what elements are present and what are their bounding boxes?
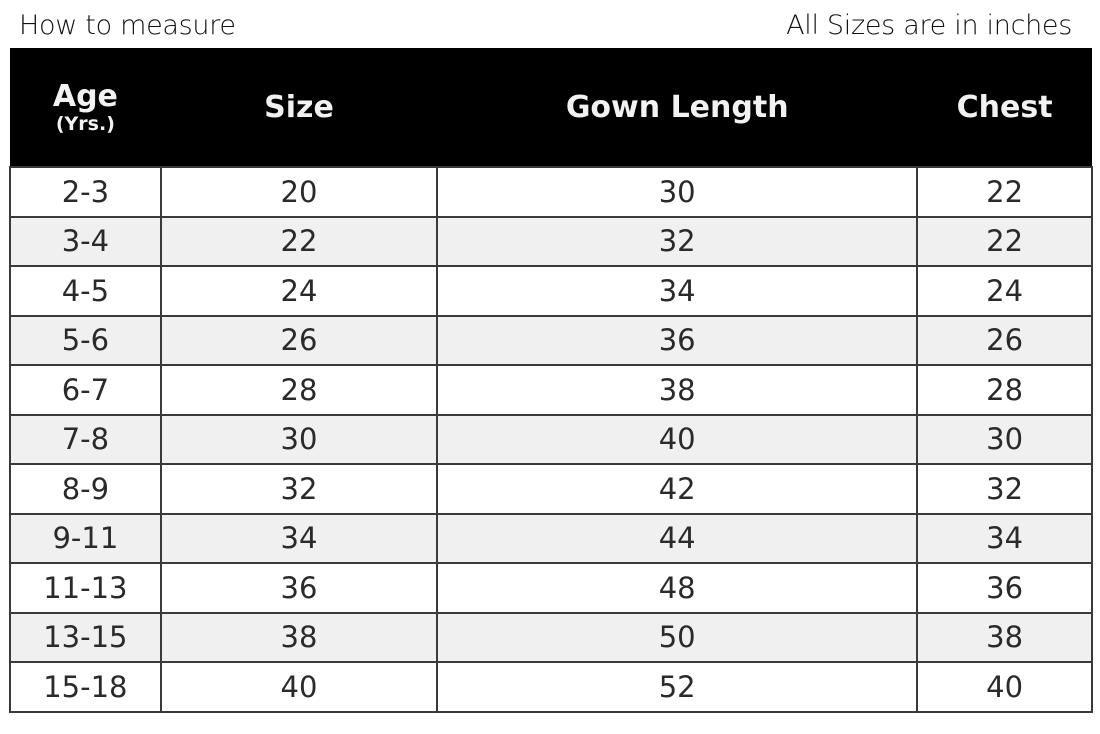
table-row: 5-6 26 36 26 [9,314,1093,366]
cell-gown-length: 40 [436,413,919,465]
cell-size: 28 [159,364,439,416]
cell-size: 32 [159,463,439,515]
cell-chest: 22 [916,166,1093,218]
how-to-measure-label: How to measure [19,10,236,41]
cell-chest: 24 [916,265,1093,317]
column-header-chest: Chest [917,48,1092,167]
cell-age: 15-18 [9,661,162,713]
cell-chest: 32 [916,463,1093,515]
cell-age: 4-5 [9,265,162,317]
age-label: Age [52,79,118,114]
cell-age: 6-7 [9,364,162,416]
cell-age: 2-3 [9,166,162,218]
column-header-gown-length: Gown Length [437,48,918,167]
cell-gown-length: 48 [436,562,919,614]
table-row: 2-3 20 30 22 [9,166,1093,218]
table-row: 13-15 38 50 38 [9,611,1093,663]
cell-size: 30 [159,413,439,465]
column-header-age: Age (Yrs.) [10,48,161,167]
cell-gown-length: 38 [436,364,919,416]
cell-age: 3-4 [9,215,162,267]
cell-chest: 36 [916,562,1093,614]
cell-gown-length: 34 [436,265,919,317]
cell-age: 7-8 [9,413,162,465]
cell-gown-length: 36 [436,314,919,366]
table-row: 8-9 32 42 32 [9,463,1093,515]
table-row: 15-18 40 52 40 [9,661,1093,713]
cell-size: 26 [159,314,439,366]
cell-size: 40 [159,661,439,713]
units-note: All Sizes are in inches [786,10,1072,41]
cell-size: 24 [159,265,439,317]
age-unit: (Yrs.) [55,113,115,135]
cell-age: 5-6 [9,314,162,366]
size-chart-table: Age (Yrs.) Size Gown Length Chest 2-3 20 3… [9,48,1093,713]
cell-age: 8-9 [9,463,162,515]
cell-chest: 26 [916,314,1093,366]
cell-gown-length: 50 [436,611,919,663]
table-header-row: Age (Yrs.) Size Gown Length Chest [10,48,1092,167]
cell-gown-length: 30 [436,166,919,218]
column-header-size: Size [160,48,438,167]
table-row: 4-5 24 34 24 [9,265,1093,317]
cell-size: 36 [159,562,439,614]
table-row: 11-13 36 48 36 [9,562,1093,614]
table-row: 6-7 28 38 28 [9,364,1093,416]
cell-age: 13-15 [9,611,162,663]
table-row: 7-8 30 40 30 [9,413,1093,465]
cell-chest: 28 [916,364,1093,416]
cell-chest: 30 [916,413,1093,465]
cell-size: 38 [159,611,439,663]
cell-size: 20 [159,166,439,218]
cell-size: 34 [159,512,439,564]
cell-chest: 40 [916,661,1093,713]
cell-chest: 34 [916,512,1093,564]
cell-gown-length: 52 [436,661,919,713]
cell-size: 22 [159,215,439,267]
cell-age: 11-13 [9,562,162,614]
cell-gown-length: 32 [436,215,919,267]
cell-chest: 38 [916,611,1093,663]
table-row: 9-11 34 44 34 [9,512,1093,564]
cell-gown-length: 42 [436,463,919,515]
cell-age: 9-11 [9,512,162,564]
cell-chest: 22 [916,215,1093,267]
cell-gown-length: 44 [436,512,919,564]
table-row: 3-4 22 32 22 [9,215,1093,267]
